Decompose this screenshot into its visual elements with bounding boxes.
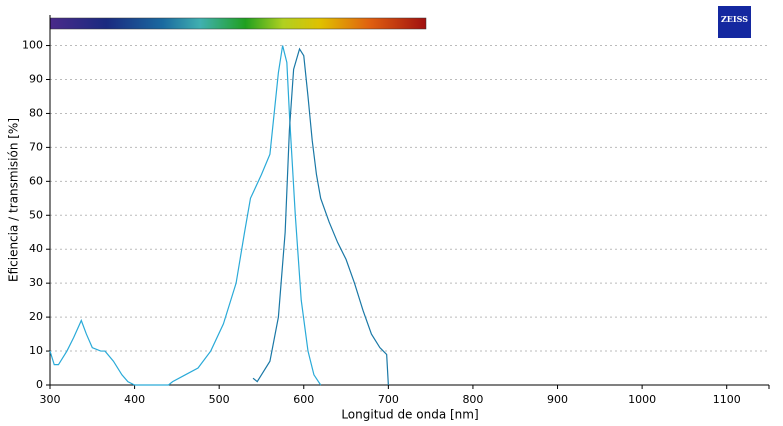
y-tick-label: 60 (29, 174, 43, 187)
y-tick-label: 100 (22, 39, 43, 52)
y-axis-label: Eficiencia / transmisión [%] (7, 118, 21, 282)
spectrum-line (49, 45, 322, 386)
y-tick-label: 40 (29, 242, 43, 255)
y-tick-label: 10 (29, 344, 43, 357)
x-tick-label: 800 (462, 393, 483, 406)
y-tick-label: 50 (29, 208, 43, 221)
x-tick-label: 1000 (628, 393, 656, 406)
x-tick-label: 600 (293, 393, 314, 406)
y-tick-label: 80 (29, 106, 43, 119)
x-tick-label: 300 (40, 393, 61, 406)
x-tick-label: 900 (547, 393, 568, 406)
x-tick-label: 400 (124, 393, 145, 406)
x-axis-label: Longitud de onda [nm] (341, 408, 478, 422)
logo-box (718, 6, 751, 38)
x-tick-label: 700 (378, 393, 399, 406)
y-tick-label: 30 (29, 276, 43, 289)
spectrum-line (252, 47, 389, 386)
logo: ZEISS (721, 14, 748, 24)
y-tick-label: 70 (29, 140, 43, 153)
y-tick-label: 90 (29, 72, 43, 85)
x-tick-label: 1100 (713, 393, 741, 406)
spectrum-bar (49, 17, 427, 30)
x-tick-label: 500 (209, 393, 230, 406)
y-tick-label: 0 (36, 378, 43, 391)
y-tick-label: 20 (29, 310, 43, 323)
